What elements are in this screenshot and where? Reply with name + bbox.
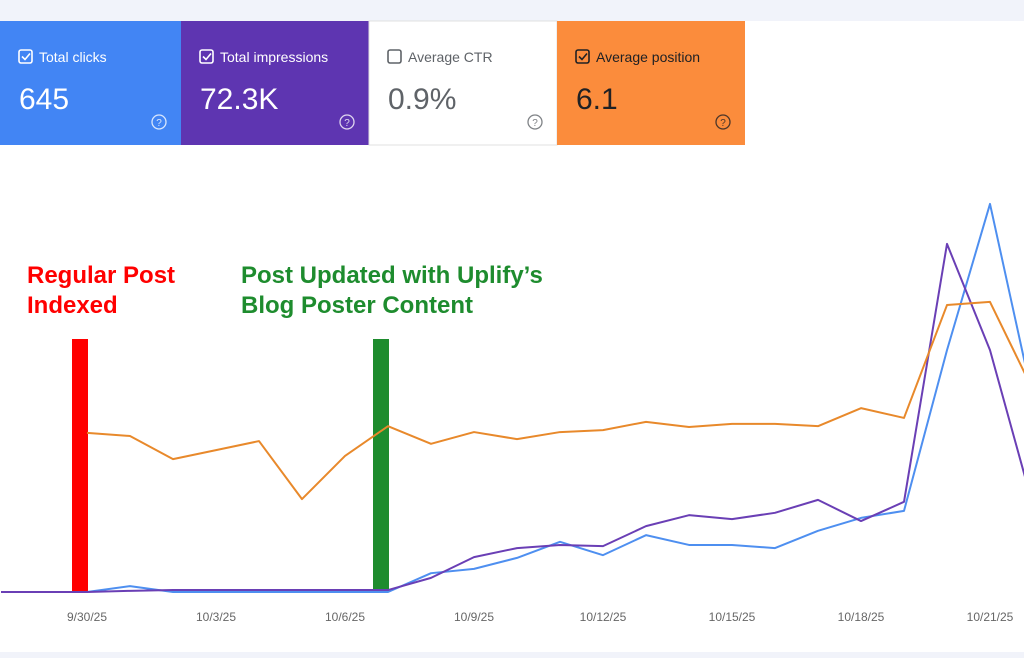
series-line: [86, 300, 1024, 501]
checkbox: [387, 49, 402, 64]
card-value: 72.3K: [200, 83, 278, 116]
x-tick-label: 10/18/25: [838, 610, 885, 624]
card-value: 645: [19, 83, 69, 116]
bottom-band: [0, 652, 1024, 658]
checkbox: [18, 49, 33, 64]
annotation-marker: [72, 339, 88, 592]
help-icon-glyph: ?: [156, 118, 162, 129]
help-icon-glyph: ?: [344, 118, 350, 129]
card-title: Total impressions: [220, 49, 328, 65]
plot-area: [1, 202, 1024, 593]
x-tick-label: 10/6/25: [325, 610, 365, 624]
card-value: 0.9%: [388, 83, 456, 116]
card-title: Average position: [596, 49, 700, 65]
metric-card[interactable]: Average position 6.1?: [557, 21, 745, 145]
annotation-text: Blog Poster Content: [241, 292, 473, 319]
help-icon: [715, 114, 731, 130]
card-background: [557, 21, 745, 145]
metric-card[interactable]: Total clicks 645?: [0, 21, 181, 145]
x-tick-label: 10/21/25: [967, 610, 1014, 624]
series-line: [1, 202, 1024, 593]
x-tick-label: 10/9/25: [454, 610, 494, 624]
card-background: [181, 21, 369, 145]
checkmark: [578, 52, 588, 61]
checkbox: [199, 49, 214, 64]
top-band: [0, 0, 1024, 21]
help-icon: [527, 114, 543, 130]
metric-card[interactable]: Average CTR 0.9%?: [368, 20, 558, 146]
annotation-text: Regular Post: [27, 262, 175, 289]
card-title: Total clicks: [39, 49, 107, 65]
card-value: 6.1: [576, 83, 618, 116]
x-tick-label: 9/30/25: [67, 610, 107, 624]
help-icon-glyph: ?: [720, 118, 726, 129]
x-tick-label: 10/12/25: [580, 610, 627, 624]
card-background: [0, 21, 181, 145]
help-icon: [339, 114, 355, 130]
annotation-text: Post Updated with Uplify’s: [241, 262, 543, 289]
x-tick-label: 10/3/25: [196, 610, 236, 624]
checkmark: [202, 52, 212, 61]
checkmark: [21, 52, 31, 61]
annotation-text: Indexed: [27, 292, 118, 319]
series-line: [1, 242, 1024, 593]
help-icon-glyph: ?: [532, 118, 538, 129]
annotation-marker: [373, 339, 389, 592]
card-background: [368, 20, 558, 146]
help-icon: [151, 114, 167, 130]
x-tick-label: 10/15/25: [709, 610, 756, 624]
checkbox: [575, 49, 590, 64]
card-title: Average CTR: [408, 49, 493, 65]
metric-card[interactable]: Total impressions 72.3K?: [181, 21, 369, 145]
